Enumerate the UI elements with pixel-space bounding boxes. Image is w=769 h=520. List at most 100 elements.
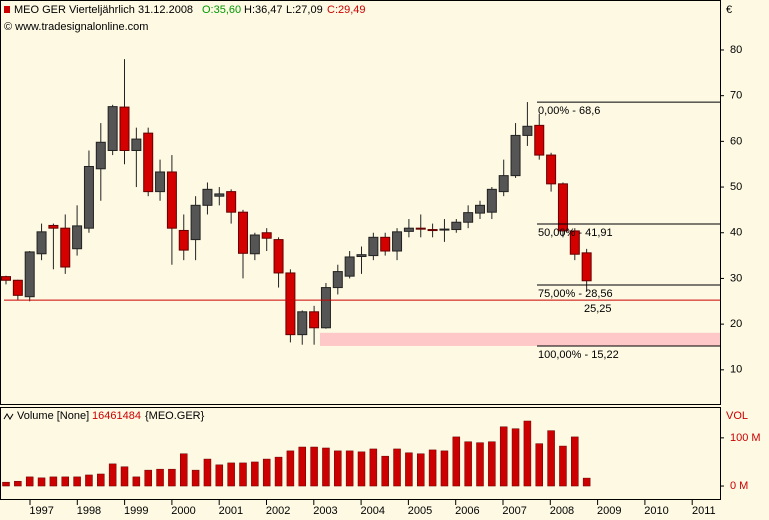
candle-body <box>320 287 331 329</box>
date: 31.12.2008 <box>138 4 193 16</box>
x-tick-label: 1998 <box>77 505 101 517</box>
volume-bar <box>488 441 496 487</box>
volume-bar <box>73 476 81 487</box>
y-tick-label: 100 M <box>730 432 761 444</box>
candle-body <box>1 276 11 281</box>
volume-bar <box>464 441 472 487</box>
volume-bar <box>85 474 93 487</box>
x-tick-label: 1999 <box>124 505 148 517</box>
candle-body <box>72 225 83 250</box>
candle-body <box>166 171 177 229</box>
candle-body <box>119 106 130 151</box>
x-tick-label: 2010 <box>644 505 668 517</box>
volume-bar <box>452 436 461 487</box>
candle-body <box>546 154 557 185</box>
symbol-title: MEO GER Vierteljährlich <box>14 4 135 16</box>
support-zone <box>320 332 720 346</box>
volume-bar <box>25 476 34 487</box>
volume-bar <box>144 469 152 487</box>
volume-bar <box>357 451 366 487</box>
y-tick-label: 30 <box>730 272 742 284</box>
low-value: L:27,09 <box>286 4 323 16</box>
volume-bar <box>180 453 188 487</box>
candle-body <box>214 193 225 197</box>
candle-body <box>36 231 47 255</box>
volume-bar <box>547 430 555 487</box>
volume-bar <box>334 450 342 487</box>
x-tick-label: 1997 <box>29 505 53 517</box>
candle-body <box>380 236 391 252</box>
volume-bar <box>14 480 22 487</box>
candle-body <box>427 229 438 232</box>
y-tick-label: 50 <box>730 181 742 193</box>
candle-body <box>510 134 521 177</box>
volume-bar <box>108 463 117 487</box>
candle-body <box>238 211 248 254</box>
volume-bar <box>274 456 283 487</box>
x-tick-label: 2005 <box>408 505 432 517</box>
y-tick-label: 40 <box>730 227 742 239</box>
y-tick-label: 80 <box>730 44 742 56</box>
candle-body <box>534 124 545 156</box>
candle-body <box>202 188 213 206</box>
candle-body <box>155 171 166 193</box>
volume-bar <box>440 450 449 487</box>
fib-label: 100,00% - 15,22 <box>538 349 619 361</box>
volume-bar <box>393 448 401 487</box>
candle-body <box>285 272 296 336</box>
symbol-icon <box>4 6 10 13</box>
candle-body <box>107 106 118 151</box>
volume-bar <box>120 466 129 487</box>
y-tick-label: 10 <box>730 364 742 376</box>
support-label: 25,25 <box>584 303 612 315</box>
volume-bar <box>417 453 425 487</box>
volume-bar <box>239 462 247 487</box>
currency: € <box>726 4 732 16</box>
x-tick-label: 2002 <box>266 505 290 517</box>
y-tick-label: 70 <box>730 90 742 102</box>
candle-body <box>475 204 485 214</box>
candle-body <box>451 221 462 231</box>
price-panel-frame <box>0 0 721 405</box>
x-tick-label: 2006 <box>455 505 479 517</box>
candle-body <box>226 191 237 213</box>
volume-bar <box>405 452 413 487</box>
volume-bar <box>37 477 46 487</box>
volume-bar <box>582 477 591 487</box>
candle-body <box>486 188 497 213</box>
candle-body <box>557 183 568 232</box>
y-tick-label: 20 <box>730 318 742 330</box>
x-tick-label: 2008 <box>550 505 574 517</box>
open-value: O:35,60 <box>202 4 241 16</box>
candle-body <box>403 227 414 232</box>
candle-body <box>131 138 142 151</box>
volume-title: Volume [None] <box>17 410 89 422</box>
fib-label: 50,00% - 41,91 <box>538 227 613 239</box>
candle-body <box>498 175 509 193</box>
candle-body <box>24 251 35 298</box>
candle-body <box>439 228 450 231</box>
candle-body <box>522 125 533 136</box>
y-tick-label: 60 <box>730 135 742 147</box>
candle-body <box>569 230 580 255</box>
candle-body <box>368 236 379 257</box>
x-tick-label: 2007 <box>502 505 526 517</box>
volume-bar <box>251 461 259 487</box>
volume-bar <box>369 448 378 487</box>
volume-bar <box>428 449 437 487</box>
volume-axis-title: VOL <box>726 410 748 422</box>
volume-bar <box>156 468 164 487</box>
volume-bar <box>97 473 105 487</box>
volume-bar <box>61 476 69 487</box>
volume-bar <box>286 450 295 487</box>
volume-last: 16461484 <box>92 410 141 422</box>
volume-bar <box>191 469 200 487</box>
volume-symbol: {MEO.GER} <box>145 410 205 422</box>
fib-label: 75,00% - 28,56 <box>538 288 613 300</box>
volume-bar <box>322 447 330 487</box>
volume-bar <box>476 442 484 487</box>
volume-bar <box>168 468 176 487</box>
candle-body <box>581 252 592 282</box>
